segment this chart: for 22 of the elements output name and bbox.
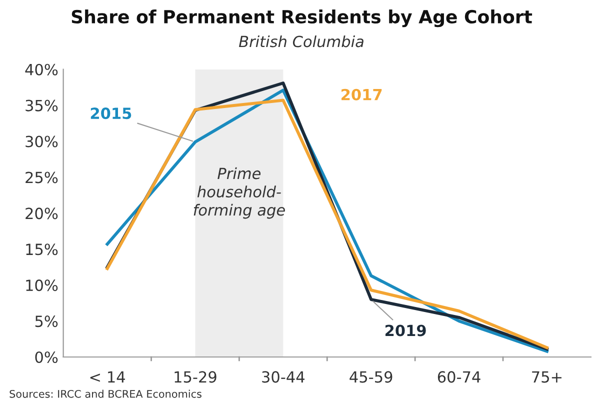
x-tick-label: 75+ xyxy=(532,371,562,383)
x-tick-label: 45-59 xyxy=(350,371,392,383)
x-tick-label: 60-74 xyxy=(438,371,480,383)
y-tick-label: 5% xyxy=(35,316,58,328)
y-tick-label: 10% xyxy=(26,280,58,292)
y-tick-label: 15% xyxy=(26,244,58,256)
y-tick-label: 20% xyxy=(26,208,58,220)
band-label: Prime household- forming age xyxy=(194,167,285,219)
y-tick-label: 0% xyxy=(35,351,58,364)
text: 2015 xyxy=(90,108,132,120)
y-tick-label: 30% xyxy=(26,136,58,148)
x-tick-label: 30-44 xyxy=(262,371,304,383)
y-tick-label: 35% xyxy=(26,100,58,112)
text: 2017 xyxy=(342,88,382,100)
series-label: 2019 xyxy=(385,324,426,336)
y-tick-label: 25% xyxy=(26,172,58,184)
source-note: Sources: IRCC and BCREA Economics xyxy=(10,390,202,398)
chart-title: Share of Permanent Residents by Age Cohort xyxy=(72,10,532,28)
x-tick-label: 15-29 xyxy=(174,371,216,383)
y-tick-label: 40% xyxy=(25,64,58,76)
x-tick-label: < 14 xyxy=(90,371,125,382)
chart-subtitle: British Columbia xyxy=(238,35,364,48)
